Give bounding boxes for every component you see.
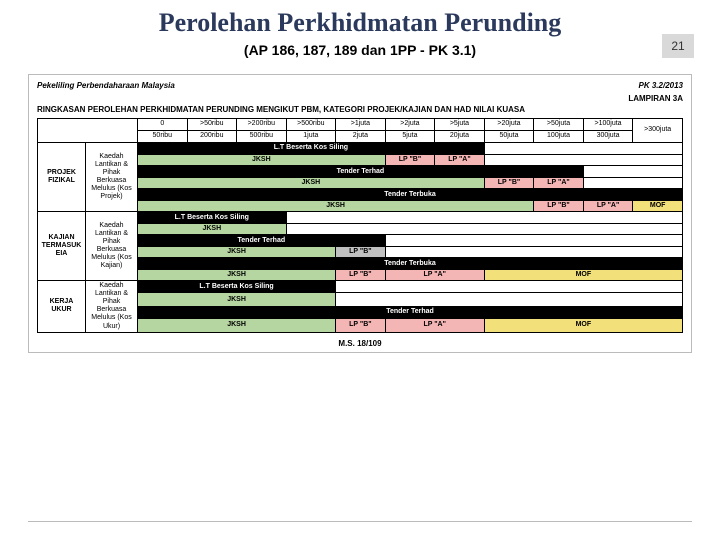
- cell-lpa3: LP "A": [583, 201, 633, 212]
- r2-7: 50juta: [484, 131, 534, 143]
- r2-2: 500ribu: [237, 131, 287, 143]
- ukur-mof: MOF: [484, 318, 682, 332]
- cell-lpb2: LP "B": [484, 178, 534, 189]
- r1-4: >1juta: [336, 119, 386, 131]
- kajian-lt-bar: L.T Beserta Kos Siling: [138, 212, 287, 224]
- cell-jksh2: JKSH: [138, 178, 485, 189]
- r1-0: 0: [138, 119, 188, 131]
- ukur-title: KERJA UKUR: [38, 281, 86, 332]
- r2-0: 50ribu: [138, 131, 188, 143]
- fizikal-tt-bar: Tender Terhad: [138, 166, 584, 178]
- cell-lpa: LP "A": [435, 155, 485, 166]
- r1-8: >50juta: [534, 119, 584, 131]
- cell-lpa2: LP "A": [534, 178, 584, 189]
- r1-9: >100juta: [583, 119, 633, 131]
- document-frame: Pekeliling Perbendaharaan Malaysia PK 3.…: [28, 74, 692, 353]
- kajian-lt-row: KAJIAN TERMASUK EIA Kaedah Lantikan & Pi…: [38, 212, 683, 224]
- r1-7: >20juta: [484, 119, 534, 131]
- ukur-lt-bar: L.T Beserta Kos Siling: [138, 281, 336, 293]
- r2-5: 5juta: [385, 131, 435, 143]
- fizikal-head-row: PROJEK FIZIKAL Kaedah Lantikan & Pihak B…: [38, 143, 683, 155]
- fizikal-title: PROJEK FIZIKAL: [38, 143, 86, 212]
- r1-2: >200ribu: [237, 119, 287, 131]
- r1-10: >300juta: [633, 119, 683, 143]
- ukur-sub: Kaedah Lantikan & Pihak Berkuasa Melulus…: [86, 281, 138, 332]
- kajian-jksh2: JKSH: [138, 247, 336, 258]
- fizikal-sub: Kaedah Lantikan & Pihak Berkuasa Melulus…: [86, 143, 138, 212]
- slide-subtitle: (AP 186, 187, 189 dan 1PP - PK 3.1): [0, 42, 720, 58]
- kajian-lpa: LP "A": [385, 270, 484, 281]
- cell-lpb: LP "B": [385, 155, 435, 166]
- r2-1: 200ribu: [187, 131, 237, 143]
- kajian-tb-bar: Tender Terbuka: [138, 258, 683, 270]
- r1-6: >5juta: [435, 119, 485, 131]
- r2-9: 300juta: [583, 131, 633, 143]
- r2-3: 1juta: [286, 131, 336, 143]
- kajian-jksh: JKSH: [138, 224, 287, 235]
- ukur-jksh: JKSH: [138, 293, 336, 307]
- cell-lpb3: LP "B": [534, 201, 584, 212]
- doc-footer-page: M.S. 18/109: [37, 339, 683, 348]
- cell-jksh: JKSH: [138, 155, 386, 166]
- procurement-table: 0 >50ribu >200ribu >500ribu >1juta >2jut…: [37, 118, 683, 333]
- doc-header-left: Pekeliling Perbendaharaan Malaysia: [37, 81, 175, 90]
- r1-1: >50ribu: [187, 119, 237, 131]
- bottom-rule: [28, 521, 692, 522]
- r2-6: 20juta: [435, 131, 485, 143]
- ukur-lpa: LP "A": [385, 318, 484, 332]
- kajian-tt-bar: Tender Terhad: [138, 235, 386, 247]
- range-row-top: 0 >50ribu >200ribu >500ribu >1juta >2jut…: [38, 119, 683, 131]
- kajian-lpb2: LP "B": [336, 270, 386, 281]
- kajian-mof: MOF: [484, 270, 682, 281]
- r2-8: 100juta: [534, 131, 584, 143]
- page-number-badge: 21: [662, 34, 694, 58]
- ukur-lpb: LP "B": [336, 318, 386, 332]
- kajian-sub: Kaedah Lantikan & Pihak Berkuasa Melulus…: [86, 212, 138, 281]
- ukur-jksh2: JKSH: [138, 318, 336, 332]
- ukur-lt-row: KERJA UKUR Kaedah Lantikan & Pihak Berku…: [38, 281, 683, 293]
- doc-header-right: PK 3.2/2013: [639, 81, 683, 90]
- fizikal-tb-bar: Tender Terbuka: [138, 189, 683, 201]
- doc-ringkasan: RINGKASAN PEROLEHAN PERKHIDMATAN PERUNDI…: [37, 105, 683, 114]
- cell-mof1: MOF: [633, 201, 683, 212]
- kajian-lpb: LP "B": [336, 247, 386, 258]
- r1-3: >500ribu: [286, 119, 336, 131]
- kajian-title: KAJIAN TERMASUK EIA: [38, 212, 86, 281]
- cell-jksh3: JKSH: [138, 201, 534, 212]
- doc-lampiran: LAMPIRAN 3A: [37, 94, 683, 103]
- r2-4: 2juta: [336, 131, 386, 143]
- kajian-jksh3: JKSH: [138, 270, 336, 281]
- r1-5: >2juta: [385, 119, 435, 131]
- slide-title: Perolehan Perkhidmatan Perunding: [0, 0, 720, 38]
- fizikal-lt-bar: L.T Beserta Kos Siling: [138, 143, 485, 155]
- ukur-tt-bar: Tender Terhad: [138, 306, 683, 318]
